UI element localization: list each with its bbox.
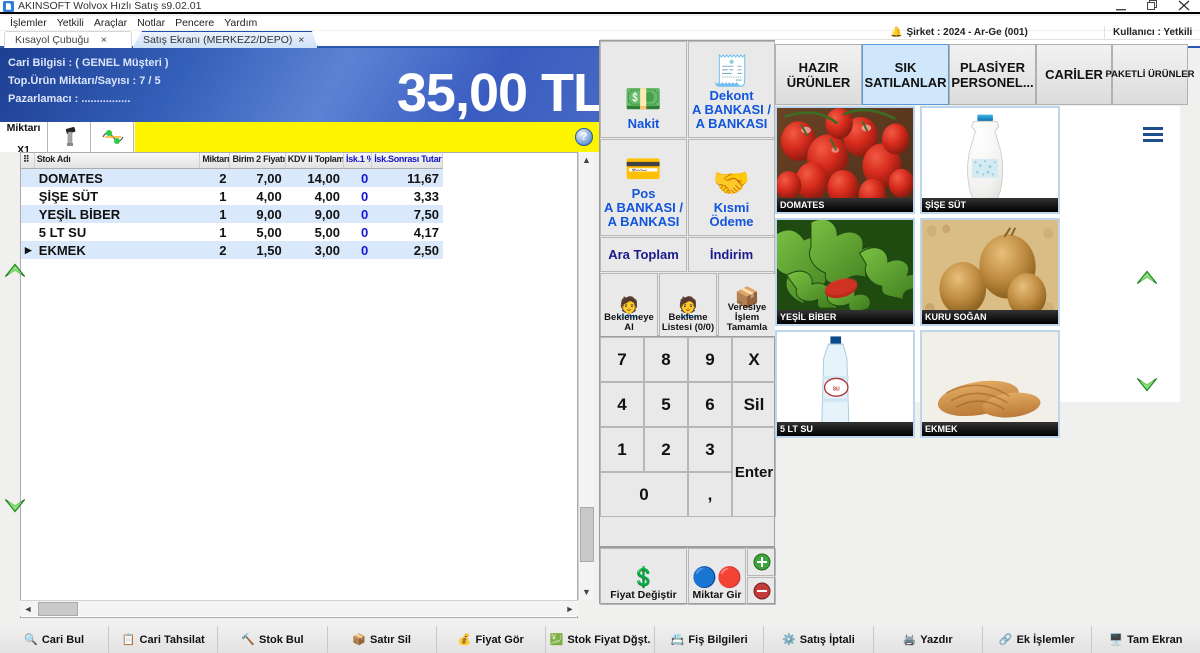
- svg-text:SU: SU: [833, 386, 840, 392]
